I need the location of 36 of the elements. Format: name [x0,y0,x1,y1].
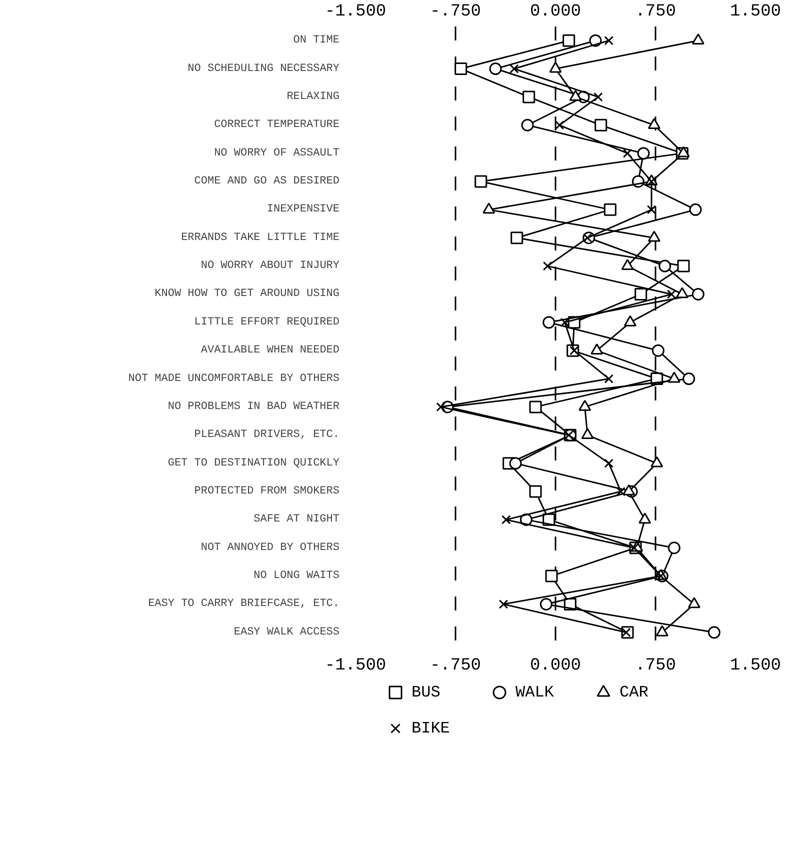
x-tick-label: .750 [635,2,676,22]
y-tick-label: ERRANDS TAKE LITTLE TIME [181,232,340,244]
y-tick-label: CORRECT TEMPERATURE [214,119,340,132]
x2-tick-label: 0.000 [530,656,582,676]
y-tick-label: INEXPENSIVE [266,204,340,216]
y-tick-label: ON TIME [293,34,340,47]
legend-label: CAR [620,684,649,702]
y-tick-label: EASY WALK ACCESS [234,626,340,638]
y-tick-label: NO SCHEDULING NECESSARY [188,62,340,75]
legend-label: WALK [516,684,554,702]
y-tick-label: PLEASANT DRIVERS, ETC. [194,429,340,442]
x2-tick-label: -.750 [430,656,482,676]
x2-tick-label: 1.500 [730,656,782,676]
y-tick-label: PROTECTED FROM SMOKERS [194,486,340,498]
y-tick-label: NO PROBLEMS IN BAD WEATHER [168,400,340,413]
x-tick-label: -.750 [430,2,482,22]
legend-label: BUS [412,684,440,702]
y-tick-label: NO LONG WAITS [254,570,340,582]
x2-tick-label: -1.500 [324,656,386,676]
y-tick-label: NOT ANNOYED BY OTHERS [200,542,340,554]
y-tick-label: NO WORRY ABOUT INJURY [200,260,340,272]
y-tick-label: COME AND GO AS DESIRED [194,176,340,188]
y-tick-label: AVAILABLE WHEN NEEDED [200,344,340,357]
y-tick-label: RELAXING [286,90,340,103]
y-tick-label: LITTLE EFFORT REQUIRED [194,316,340,328]
y-tick-label: SAFE AT NIGHT [254,514,340,526]
y-tick-label: NO WORRY OF ASSAULT [214,147,340,160]
x-tick-label: 1.500 [730,2,782,22]
legend-label: BIKE [412,720,450,738]
x-tick-label: 0.000 [530,2,582,22]
x2-tick-label: .750 [635,656,676,676]
y-tick-label: EASY TO CARRY BRIEFCASE, ETC. [148,598,340,610]
x-tick-label: -1.500 [324,2,386,22]
y-tick-label: NOT MADE UNCOMFORTABLE BY OTHERS [128,372,340,385]
y-tick-label: KNOW HOW TO GET AROUND USING [154,288,340,300]
y-tick-label: GET TO DESTINATION QUICKLY [168,457,340,470]
